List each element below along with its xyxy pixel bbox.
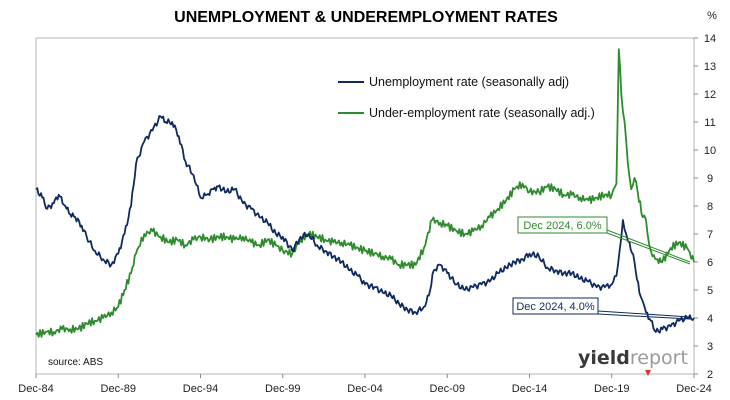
annotation-box-unemployment (512, 297, 599, 315)
annotation-label-underemployment: Dec 2024, 6.0% (523, 220, 601, 232)
y-tick-label: 10 (704, 145, 716, 157)
y-tick-label: 8 (707, 201, 713, 213)
annotation-leader-underemployment (606, 229, 691, 263)
chart-title: UNEMPLOYMENT & UNDEREMPLOYMENT RATES (174, 9, 558, 26)
annotation-leader-underemployment-2 (606, 232, 691, 265)
y-axis: 2 3 4 5 6 7 8 9 10 11 12 13 14 (694, 33, 716, 381)
y-tick-label: 11 (704, 117, 715, 129)
annotation-underemployment: Dec 2024, 6.0% (517, 216, 691, 265)
source-note: source: ABS (48, 357, 103, 368)
plot-frame (35, 37, 695, 375)
annotation-box-underemployment (517, 216, 608, 234)
unemployment-line (35, 115, 695, 334)
y-tick-label: 13 (704, 61, 716, 73)
x-tick-label: Dec-04 (347, 383, 382, 395)
y-tick-label: 6 (707, 257, 713, 269)
annotation-leader-unemployment-2 (597, 313, 691, 320)
y-tick-label: 9 (707, 173, 713, 185)
x-tick-label: Dec-19 (594, 383, 629, 395)
logo-wordmark: yieldreport (578, 347, 688, 369)
x-tick-label: Dec-24 (676, 383, 711, 395)
y-unit-label: % (707, 10, 717, 22)
x-tick-label: Dec-89 (101, 383, 136, 395)
annotation-unemployment: Dec 2024, 4.0% (512, 297, 691, 320)
legend-label-underemployment: Under-employment rate (seasonally adj.) (369, 106, 595, 120)
x-tick-label: Dec-84 (18, 383, 53, 395)
y-tick-label: 14 (704, 33, 716, 45)
legend: Unemployment rate (seasonally adj) Under… (338, 75, 595, 120)
legend-label-unemployment: Unemployment rate (seasonally adj) (369, 75, 569, 89)
x-tick-label: Dec-94 (183, 383, 218, 395)
series-layer (35, 48, 695, 338)
y-tick-label: 7 (707, 229, 713, 241)
x-tick-label: Dec-09 (430, 383, 465, 395)
y-tick-label: 3 (707, 341, 713, 353)
logo-accent-icon (645, 370, 651, 376)
annotation-leader-unemployment (597, 310, 691, 318)
x-axis: Dec-84 Dec-89 Dec-94 Dec-99 Dec-04 Dec-09 Dec-… (18, 374, 712, 395)
underemployment-line (35, 48, 695, 338)
yieldreport-logo: yieldreport (578, 347, 688, 376)
x-tick-label: Dec-14 (512, 383, 547, 395)
x-tick-label: Dec-99 (265, 383, 300, 395)
y-tick-label: 12 (704, 89, 716, 101)
annotation-label-unemployment: Dec 2024, 4.0% (516, 301, 594, 313)
y-tick-label: 4 (707, 313, 713, 325)
y-tick-label: 2 (707, 369, 713, 381)
y-tick-label: 5 (707, 285, 713, 297)
